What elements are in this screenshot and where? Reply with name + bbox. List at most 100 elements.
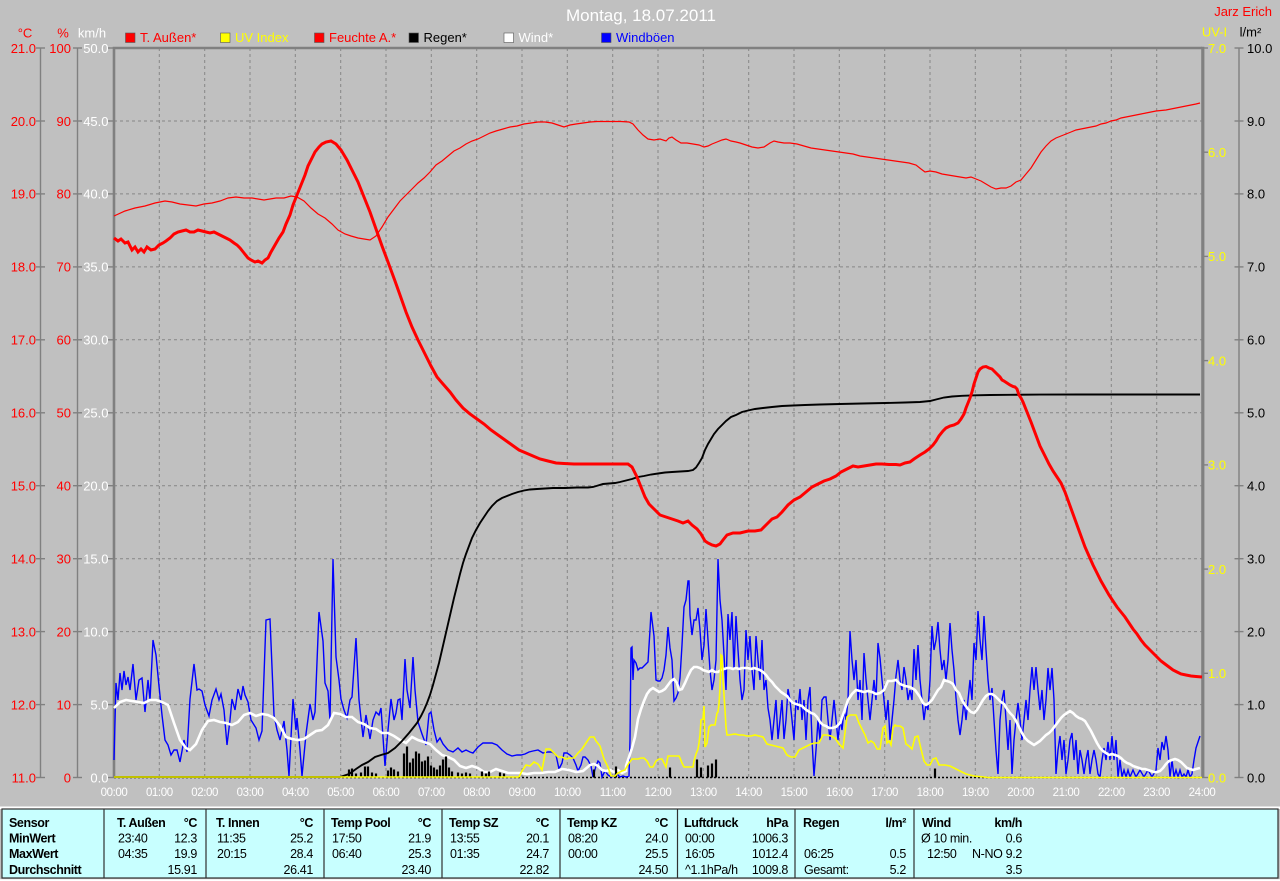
svg-text:15:00: 15:00 — [781, 787, 808, 799]
svg-text:Temp Pool: Temp Pool — [331, 816, 390, 830]
svg-text:Gesamt:: Gesamt: — [804, 863, 849, 877]
svg-text:3.5: 3.5 — [1006, 863, 1023, 877]
svg-text:09:00: 09:00 — [509, 787, 536, 799]
svg-text:13:55: 13:55 — [450, 832, 480, 846]
svg-text:^1.1hPa/h: ^1.1hPa/h — [685, 863, 738, 877]
svg-text:24.7: 24.7 — [526, 847, 549, 861]
svg-text:90: 90 — [57, 114, 71, 129]
svg-text:MinWert: MinWert — [9, 832, 57, 846]
svg-text:l/m²: l/m² — [1240, 25, 1262, 40]
svg-text:11.0: 11.0 — [12, 770, 36, 785]
svg-text:10: 10 — [57, 697, 71, 712]
svg-text:Ø 10 min.: Ø 10 min. — [921, 832, 972, 846]
svg-text:25.3: 25.3 — [408, 847, 431, 861]
svg-text:20: 20 — [57, 624, 71, 639]
svg-text:20:00: 20:00 — [1007, 787, 1034, 799]
svg-text:l/m²: l/m² — [885, 816, 906, 830]
svg-text:12.0: 12.0 — [11, 697, 36, 712]
svg-text:21:00: 21:00 — [1053, 787, 1080, 799]
svg-text:11:35: 11:35 — [217, 832, 246, 846]
svg-text:4.0: 4.0 — [1208, 353, 1226, 368]
svg-text:°C: °C — [418, 816, 432, 830]
svg-text:Feuchte A.*: Feuchte A.* — [329, 30, 396, 45]
svg-text:Montag, 18.07.2011: Montag, 18.07.2011 — [566, 6, 716, 25]
svg-text:00:00: 00:00 — [568, 847, 598, 861]
svg-text:25.5: 25.5 — [645, 847, 668, 861]
svg-text:5.0: 5.0 — [1208, 249, 1226, 264]
svg-text:1009.8: 1009.8 — [752, 863, 789, 877]
svg-text:40: 40 — [57, 479, 71, 494]
svg-text:N-NO 9.2: N-NO 9.2 — [972, 847, 1022, 861]
svg-text:26.41: 26.41 — [283, 863, 313, 877]
svg-text:24.0: 24.0 — [645, 832, 668, 846]
svg-text:Windböen: Windböen — [616, 30, 675, 45]
svg-text:Regen: Regen — [803, 816, 839, 830]
svg-text:°C: °C — [18, 26, 33, 41]
svg-text:20.0: 20.0 — [11, 114, 36, 129]
svg-text:7.0: 7.0 — [1247, 260, 1265, 275]
svg-text:13:00: 13:00 — [690, 787, 717, 799]
svg-text:1012.4: 1012.4 — [752, 847, 789, 861]
svg-text:11:00: 11:00 — [600, 787, 626, 799]
svg-text:17:00: 17:00 — [871, 787, 898, 799]
svg-text:00:00: 00:00 — [685, 832, 715, 846]
svg-text:15.0: 15.0 — [83, 551, 108, 566]
svg-text:5.2: 5.2 — [890, 863, 907, 877]
svg-text:9.0: 9.0 — [1247, 114, 1265, 129]
svg-text:0.0: 0.0 — [1247, 770, 1265, 785]
svg-text:02:00: 02:00 — [191, 787, 218, 799]
svg-text:06:40: 06:40 — [332, 847, 362, 861]
svg-text:28.4: 28.4 — [290, 847, 313, 861]
svg-text:°C: °C — [184, 816, 198, 830]
svg-text:°C: °C — [655, 816, 669, 830]
svg-text:Wind: Wind — [922, 816, 951, 830]
svg-text:35.0: 35.0 — [83, 260, 108, 275]
svg-text:07:00: 07:00 — [418, 787, 445, 799]
svg-text:0: 0 — [64, 770, 71, 785]
svg-text:T. Außen*: T. Außen* — [140, 30, 196, 45]
svg-text:6.0: 6.0 — [1247, 333, 1265, 348]
svg-text:10.0: 10.0 — [83, 624, 108, 639]
svg-text:50.0: 50.0 — [83, 41, 108, 56]
svg-text:12:50: 12:50 — [927, 847, 957, 861]
svg-text:14.0: 14.0 — [11, 551, 36, 566]
svg-text:50: 50 — [57, 406, 71, 421]
svg-text:04:00: 04:00 — [282, 787, 309, 799]
svg-text:24.50: 24.50 — [638, 863, 668, 877]
svg-text:2.0: 2.0 — [1247, 624, 1265, 639]
svg-text:60: 60 — [57, 333, 71, 348]
svg-text:Temp SZ: Temp SZ — [449, 816, 499, 830]
svg-text:0.6: 0.6 — [1006, 832, 1023, 846]
svg-text:08:20: 08:20 — [568, 832, 598, 846]
svg-text:80: 80 — [57, 187, 71, 202]
svg-text:Regen*: Regen* — [424, 30, 467, 45]
svg-text:19.0: 19.0 — [11, 187, 36, 202]
svg-text:km/h: km/h — [994, 816, 1022, 830]
svg-text:Sensor: Sensor — [9, 816, 50, 830]
svg-text:T. Außen: T. Außen — [117, 816, 165, 830]
svg-text:Wind*: Wind* — [519, 30, 554, 45]
svg-text:1006.3: 1006.3 — [752, 832, 789, 846]
svg-text:7.0: 7.0 — [1208, 41, 1226, 56]
svg-text:20.1: 20.1 — [526, 832, 549, 846]
svg-text:12:00: 12:00 — [645, 787, 672, 799]
svg-text:6.0: 6.0 — [1208, 145, 1226, 160]
svg-text:00:00: 00:00 — [101, 787, 128, 799]
svg-text:°C: °C — [300, 816, 314, 830]
svg-text:17:50: 17:50 — [332, 832, 362, 846]
svg-text:2.0: 2.0 — [1208, 562, 1226, 577]
svg-text:05:00: 05:00 — [327, 787, 354, 799]
svg-text:22:00: 22:00 — [1098, 787, 1125, 799]
svg-text:Durchschnitt: Durchschnitt — [9, 863, 83, 877]
svg-text:5.0: 5.0 — [1247, 406, 1265, 421]
svg-text:04:35: 04:35 — [118, 847, 148, 861]
svg-text:70: 70 — [57, 260, 71, 275]
svg-text:Temp KZ: Temp KZ — [567, 816, 618, 830]
svg-text:19.9: 19.9 — [174, 847, 197, 861]
svg-text:12.3: 12.3 — [174, 832, 197, 846]
svg-text:15.91: 15.91 — [167, 863, 197, 877]
svg-text:30.0: 30.0 — [83, 333, 108, 348]
svg-text:8.0: 8.0 — [1247, 187, 1265, 202]
svg-text:hPa: hPa — [766, 816, 789, 830]
svg-text:25.0: 25.0 — [83, 406, 108, 421]
